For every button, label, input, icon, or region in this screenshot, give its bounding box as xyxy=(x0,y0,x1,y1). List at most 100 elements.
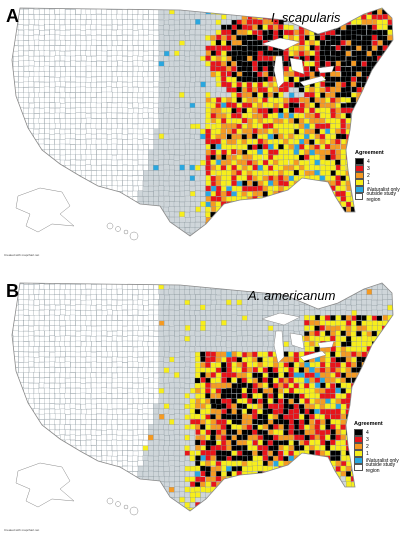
county-cell xyxy=(159,71,165,78)
county-cell xyxy=(163,35,170,41)
county-cell xyxy=(142,211,149,218)
county-cell xyxy=(75,206,82,213)
county-cell xyxy=(267,330,274,336)
county-cell xyxy=(309,149,315,156)
county-cell xyxy=(101,123,108,129)
county-cell xyxy=(132,330,139,336)
county-cell xyxy=(127,185,133,192)
county-cell xyxy=(164,92,170,98)
county-cell xyxy=(138,325,144,332)
county-cell xyxy=(142,19,149,26)
county-cell xyxy=(304,61,310,67)
panel-b: B A. americanum Agreement 4 3 2 1 iNatur… xyxy=(0,275,408,550)
county-cell xyxy=(366,14,372,21)
county-cell xyxy=(174,55,180,62)
county-cell xyxy=(200,362,206,368)
county-cell xyxy=(90,65,97,72)
county-cell xyxy=(335,325,341,332)
county-cell xyxy=(12,160,14,166)
county-cell xyxy=(211,238,216,243)
county-cell xyxy=(44,107,50,114)
county-cell xyxy=(200,320,206,327)
county-cell xyxy=(190,97,196,103)
county-cell xyxy=(12,149,14,155)
county-cell xyxy=(194,134,201,140)
county-cell xyxy=(257,108,263,114)
county-cell xyxy=(190,206,196,213)
county-cell xyxy=(54,361,61,368)
county-cell xyxy=(44,346,50,353)
county-cell xyxy=(361,335,368,342)
county-cell xyxy=(116,154,123,160)
county-cell xyxy=(371,14,378,21)
county-cell xyxy=(190,283,196,285)
county-cell xyxy=(18,175,25,182)
county-cell xyxy=(387,362,393,368)
county-cell xyxy=(65,351,71,358)
county-cell xyxy=(86,45,92,51)
county-cell xyxy=(298,320,305,326)
county-cell xyxy=(64,160,71,166)
county-cell xyxy=(371,50,378,57)
county-cell xyxy=(12,107,19,114)
map-panel-a xyxy=(11,7,394,243)
county-cell xyxy=(64,133,71,140)
county-cell xyxy=(148,91,154,98)
county-cell xyxy=(184,112,190,119)
county-cell xyxy=(28,289,34,295)
county-cell xyxy=(277,222,284,228)
county-cell xyxy=(106,91,113,98)
county-cell xyxy=(210,310,217,316)
county-cell xyxy=(268,356,274,363)
county-cell xyxy=(12,206,14,212)
county-cell xyxy=(387,29,393,36)
county-cell xyxy=(205,310,211,316)
county-cell xyxy=(226,71,233,77)
county-cell xyxy=(194,196,201,203)
county-cell xyxy=(320,170,326,176)
county-cell xyxy=(320,112,326,119)
county-cell xyxy=(345,34,352,41)
county-cell xyxy=(273,92,279,99)
county-cell xyxy=(158,87,165,93)
county-cell xyxy=(13,144,19,150)
county-cell xyxy=(236,185,242,192)
county-cell xyxy=(70,195,76,202)
county-cell xyxy=(33,170,40,177)
county-cell xyxy=(215,19,222,26)
county-cell xyxy=(366,123,372,130)
county-cell xyxy=(325,138,331,145)
county-cell xyxy=(12,123,14,130)
county-cell xyxy=(174,175,181,181)
county-cell xyxy=(18,212,24,218)
county-cell xyxy=(174,97,180,103)
legend-item: 2 xyxy=(355,172,408,179)
county-cell xyxy=(122,206,128,213)
county-cell xyxy=(200,325,206,331)
county-cell xyxy=(340,128,347,135)
county-cell xyxy=(205,372,211,378)
county-cell xyxy=(116,294,123,301)
county-cell xyxy=(377,35,383,41)
county-cell xyxy=(194,86,201,93)
county-cell xyxy=(148,29,155,36)
county-cell xyxy=(283,159,289,166)
county-cell xyxy=(158,82,165,88)
county-cell xyxy=(387,216,393,223)
county-cell xyxy=(251,232,258,236)
county-cell xyxy=(34,123,40,129)
county-cell xyxy=(341,216,347,223)
county-cell xyxy=(283,165,289,171)
county-cell xyxy=(184,8,190,10)
county-cell xyxy=(116,185,123,192)
county-cell xyxy=(335,330,342,337)
county-cell xyxy=(132,294,139,301)
county-cell xyxy=(200,102,206,109)
county-cell xyxy=(137,351,144,358)
county-cell xyxy=(268,29,274,36)
county-cell xyxy=(262,97,268,104)
county-cell xyxy=(121,118,128,125)
county-cell xyxy=(262,154,269,160)
county-cell xyxy=(33,305,40,311)
county-cell xyxy=(80,356,87,363)
